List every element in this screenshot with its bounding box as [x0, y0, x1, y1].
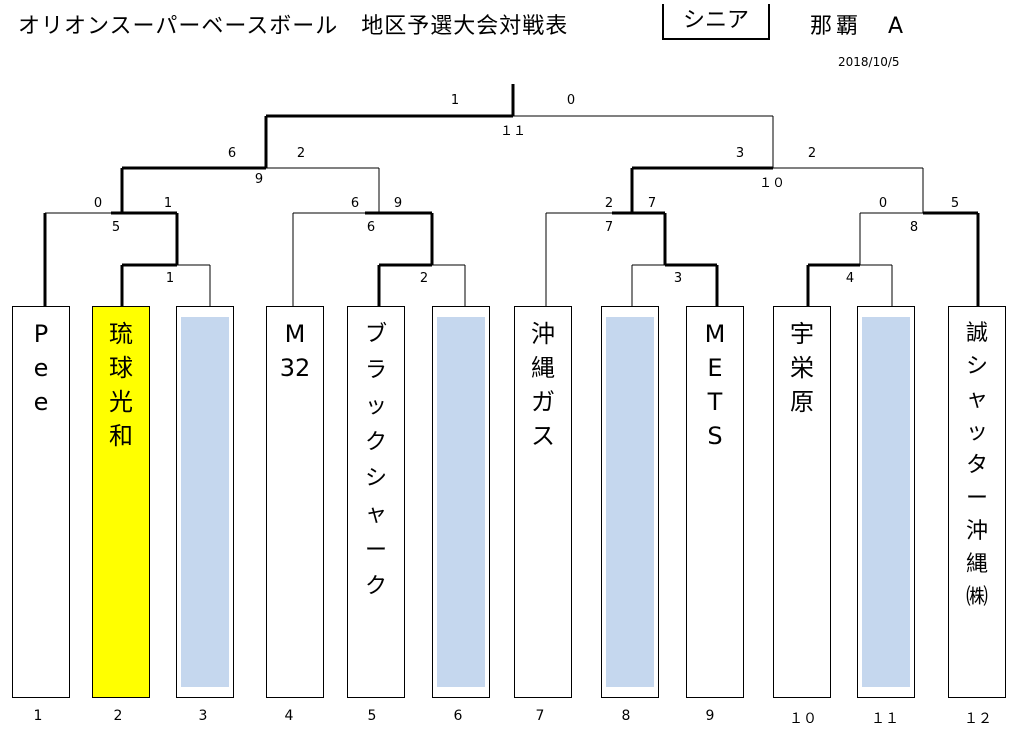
team-name: P e e	[33, 320, 49, 416]
score-semi-right-left: 3	[735, 146, 745, 161]
score-r1-8v9: 3	[673, 271, 683, 286]
score-m10v12-right: 5	[950, 196, 960, 211]
team-box-6	[432, 306, 490, 698]
bye-slot	[862, 317, 910, 687]
team-box-10: 宇 栄 原	[773, 306, 831, 698]
team-number: 3	[198, 708, 208, 724]
score-semi-left-right: 2	[296, 146, 306, 161]
bracket-thin-lines	[45, 115, 924, 306]
score-semi-right-right: 2	[807, 146, 817, 161]
team-box-11	[857, 306, 915, 698]
region-label: 那覇 A	[810, 14, 908, 39]
bye-slot	[437, 317, 485, 687]
team-number: 7	[535, 708, 545, 724]
score-m10v12-game: 8	[909, 220, 919, 235]
score-final-game: １１	[499, 124, 527, 139]
score-m4v5-right: 9	[393, 196, 403, 211]
team-box-4: M 32	[266, 306, 324, 698]
score-m4v5-left: 6	[350, 196, 360, 211]
score-m1v2-left: 0	[93, 196, 103, 211]
team-number: １１	[871, 711, 899, 727]
team-number: 5	[367, 708, 377, 724]
bye-slot	[181, 317, 229, 687]
team-box-12: 誠 シ ャ ッ タ ー 沖 縄 ㈱	[948, 306, 1006, 698]
team-number: 4	[284, 708, 294, 724]
date-label: 2018/10/5	[838, 55, 900, 69]
team-box-3	[176, 306, 234, 698]
team-number: 9	[705, 708, 715, 724]
team-name: ブ ラ ッ ク シ ャ ー ク	[364, 322, 387, 599]
score-m7v8-game: 7	[604, 220, 614, 235]
team-number: 2	[113, 708, 123, 724]
score-semi-right-game: １０	[758, 176, 786, 191]
team-number: 1	[33, 708, 43, 724]
score-semi-left-left: 6	[227, 146, 237, 161]
score-final-left: 1	[450, 93, 460, 108]
team-number: 8	[621, 708, 631, 724]
team-name: 誠 シ ャ ッ タ ー 沖 縄 ㈱	[965, 321, 988, 610]
bracket-thick-lines	[43, 84, 980, 306]
score-r1-5v6: 2	[419, 271, 429, 286]
team-name: 宇 栄 原	[790, 320, 814, 416]
team-number: １２	[964, 711, 992, 727]
score-m4v5-game: 6	[366, 220, 376, 235]
page-title: オリオンスーパーベースボール 地区予選大会対戦表	[18, 14, 569, 39]
score-m7v8-left: 2	[604, 196, 614, 211]
bye-slot	[606, 317, 654, 687]
score-m7v8-right: 7	[647, 196, 657, 211]
score-semi-left-game: 9	[254, 172, 264, 187]
team-box-2: 琉 球 光 和	[92, 306, 150, 698]
team-box-7: 沖 縄 ガ ス	[514, 306, 572, 698]
team-name: M 32	[279, 320, 311, 382]
team-name: M E T S	[704, 320, 726, 450]
score-m10v12-left: 0	[878, 196, 888, 211]
score-m1v2-game: 5	[111, 220, 121, 235]
score-r1-2v3: 1	[165, 271, 175, 286]
team-number: 6	[453, 708, 463, 724]
team-box-1: P e e	[12, 306, 70, 698]
team-name: 沖 縄 ガ ス	[531, 320, 555, 450]
team-name: 琉 球 光 和	[109, 320, 133, 450]
team-box-8	[601, 306, 659, 698]
team-box-9: M E T S	[686, 306, 744, 698]
score-final-right: 0	[566, 93, 576, 108]
score-r1-10v11: 4	[845, 271, 855, 286]
division-label: シニア	[662, 4, 770, 40]
team-number: １０	[789, 711, 817, 727]
score-m1v2-right: 1	[163, 196, 173, 211]
team-box-5: ブ ラ ッ ク シ ャ ー ク	[347, 306, 405, 698]
